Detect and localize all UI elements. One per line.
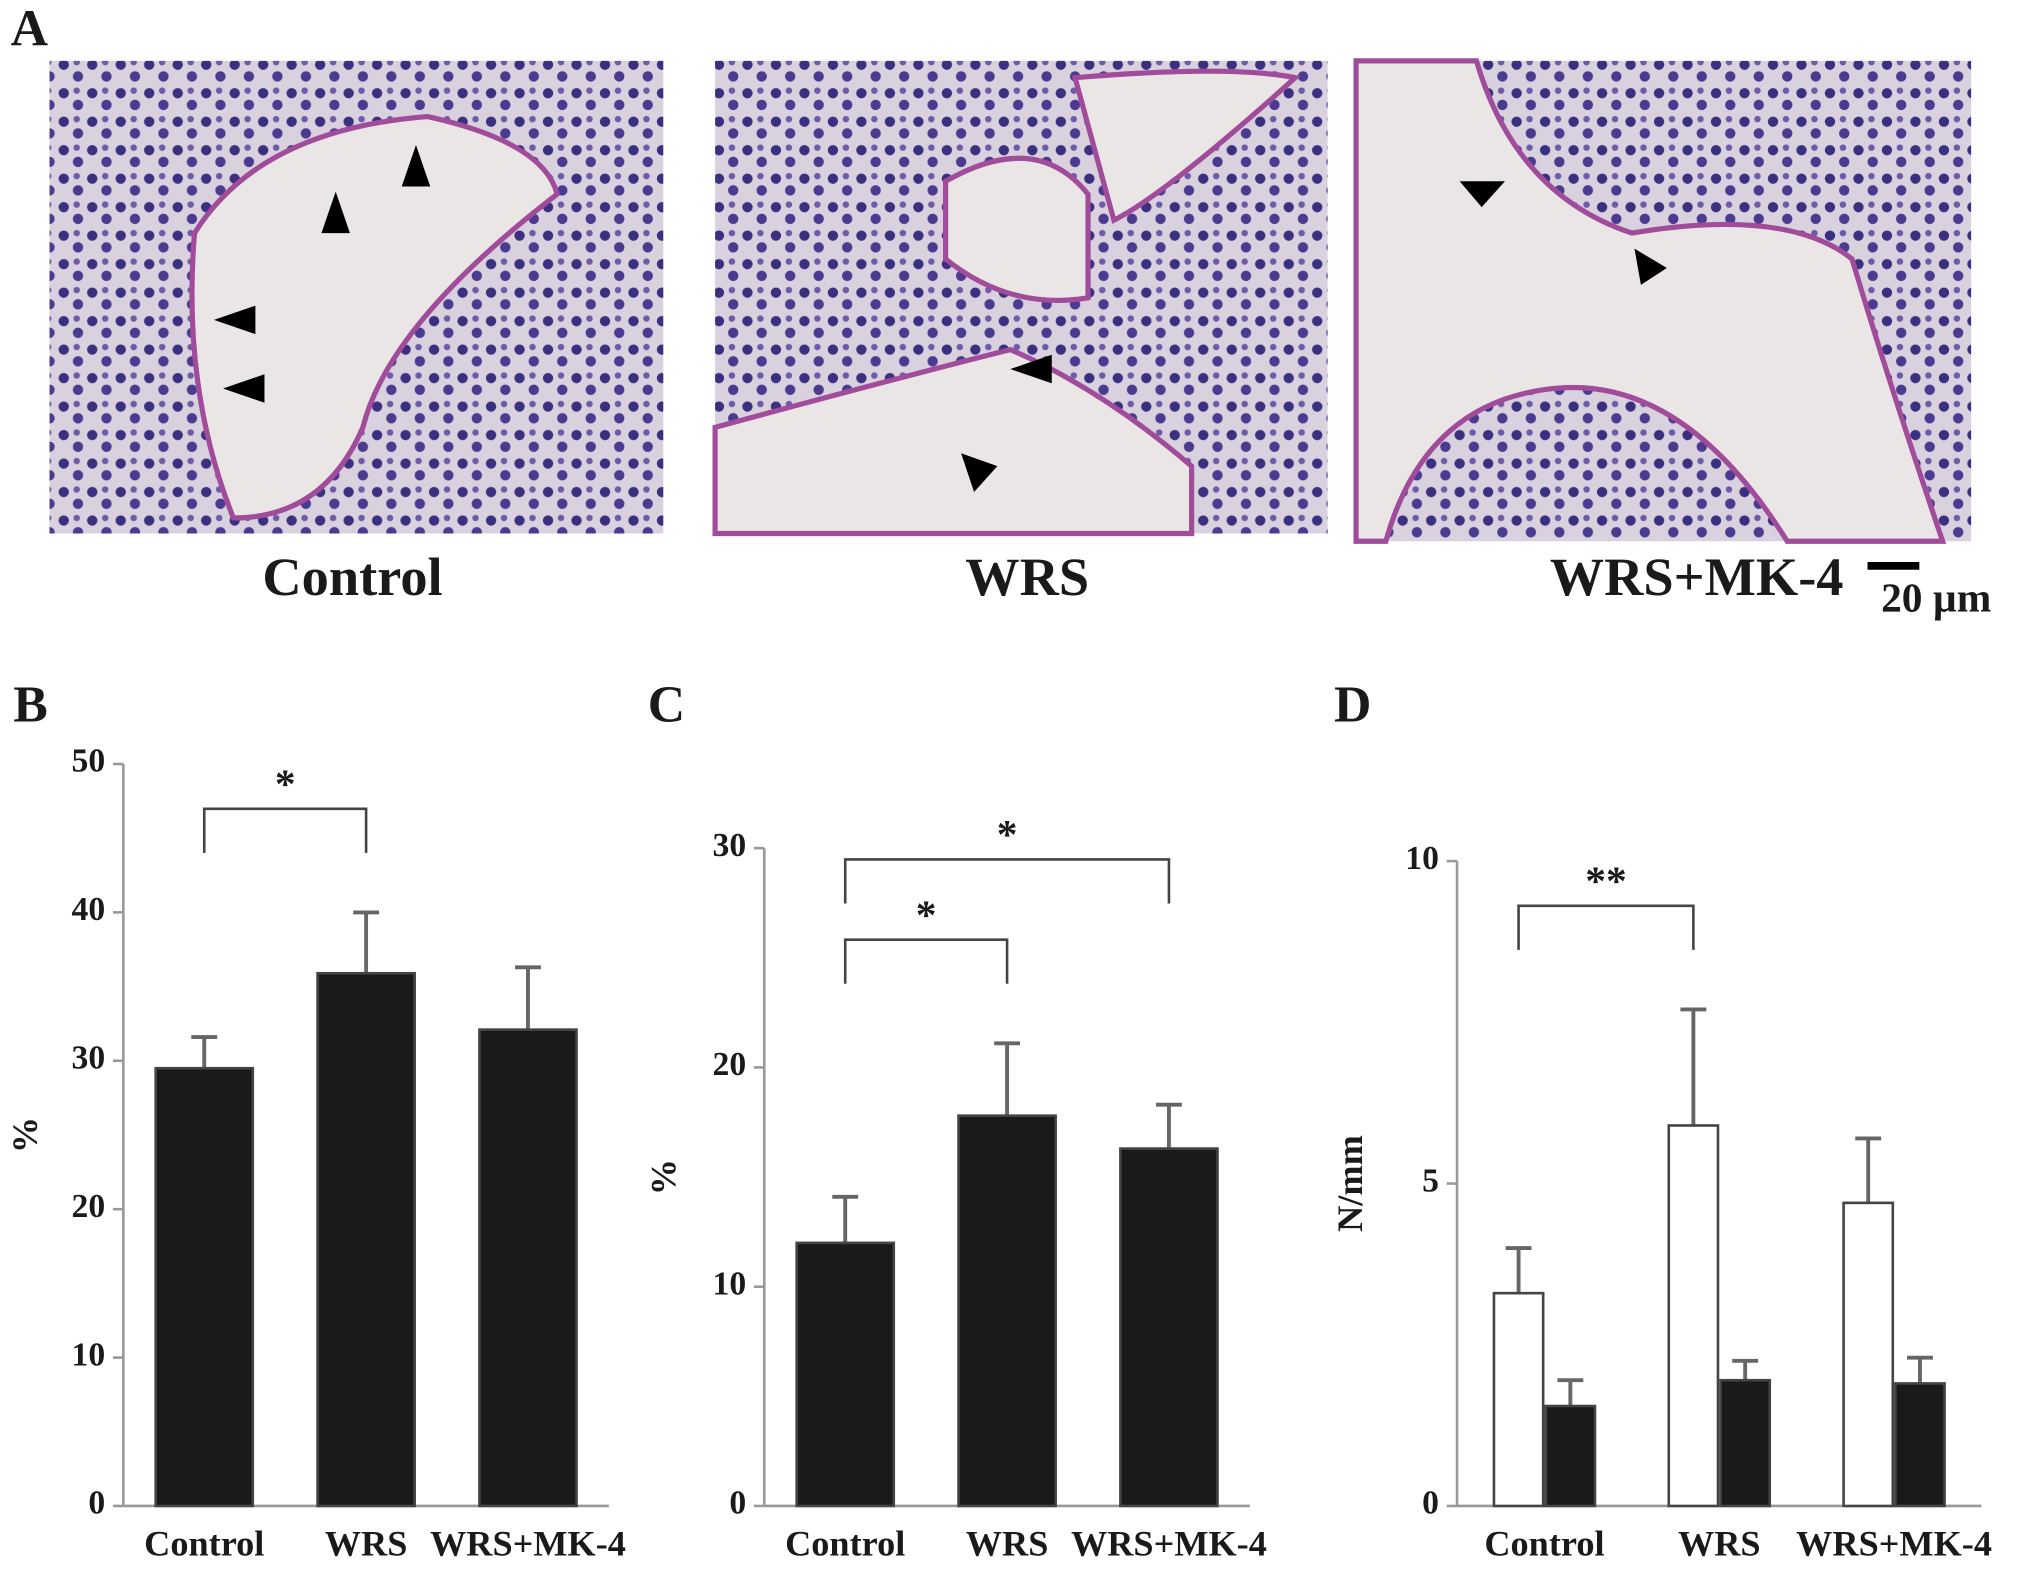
bar bbox=[957, 1114, 1057, 1508]
y-tick-label: 0 bbox=[88, 1485, 105, 1522]
y-axis-label: % bbox=[5, 1117, 45, 1153]
image-label: WRS bbox=[965, 547, 1089, 607]
y-tick-label: 20 bbox=[713, 1046, 747, 1083]
y-tick-label: 10 bbox=[72, 1336, 106, 1373]
bar bbox=[1119, 1147, 1219, 1508]
y-tick-label: 5 bbox=[1422, 1162, 1439, 1199]
micrograph bbox=[712, 60, 1328, 537]
x-tick-label: WRS bbox=[1678, 1524, 1761, 1564]
x-tick-label: Control bbox=[144, 1524, 264, 1564]
significance-label: ** bbox=[1585, 858, 1626, 904]
y-tick-label: 0 bbox=[1422, 1485, 1439, 1522]
significance-bracket bbox=[843, 938, 1009, 984]
y-tick-label: 20 bbox=[72, 1188, 106, 1225]
significance-bracket bbox=[1517, 904, 1695, 950]
arrowheads bbox=[213, 145, 1667, 493]
image-label: Control bbox=[262, 547, 442, 607]
y-tick-label: 40 bbox=[72, 891, 106, 928]
y-tick-label: 30 bbox=[713, 827, 747, 864]
image-label: WRS+MK-4 bbox=[1550, 547, 1844, 607]
bar bbox=[1667, 1124, 1720, 1508]
bar bbox=[478, 1028, 578, 1508]
significance-label: * bbox=[997, 811, 1018, 857]
panel-label: B bbox=[13, 676, 48, 733]
panel-label: D bbox=[1334, 676, 1371, 733]
x-tick-label: WRS+MK-4 bbox=[430, 1524, 626, 1564]
x-tick-label: WRS bbox=[325, 1524, 408, 1564]
bar bbox=[1492, 1291, 1545, 1508]
x-tick-label: WRS bbox=[966, 1524, 1049, 1564]
scale-bar-label: 20 µm bbox=[1881, 575, 1991, 621]
bar bbox=[1842, 1201, 1895, 1508]
x-tick-label: Control bbox=[785, 1524, 905, 1564]
x-tick-label: WRS+MK-4 bbox=[1796, 1524, 1992, 1564]
y-axis-label: N/mm bbox=[1330, 1135, 1370, 1232]
panel-label: A bbox=[11, 1, 49, 58]
y-axis-label: % bbox=[643, 1159, 683, 1195]
y-tick-label: 10 bbox=[1405, 840, 1439, 877]
micrograph bbox=[1353, 58, 1972, 544]
y-tick-label: 50 bbox=[72, 743, 106, 780]
bar bbox=[154, 1066, 255, 1508]
micrograph bbox=[49, 60, 664, 534]
bar bbox=[1719, 1378, 1772, 1508]
bar bbox=[795, 1241, 896, 1508]
y-tick-label: 30 bbox=[72, 1039, 106, 1076]
bar bbox=[1544, 1404, 1597, 1508]
bar bbox=[1894, 1382, 1946, 1508]
x-tick-label: WRS+MK-4 bbox=[1071, 1524, 1267, 1564]
significance-bracket bbox=[843, 858, 1171, 904]
significance-label: * bbox=[275, 761, 296, 807]
significance-bracket bbox=[202, 807, 368, 853]
y-tick-label: 0 bbox=[729, 1485, 746, 1522]
x-tick-label: Control bbox=[1484, 1524, 1604, 1564]
significance-label: * bbox=[916, 892, 937, 938]
y-tick-label: 10 bbox=[713, 1265, 747, 1302]
panel-label: C bbox=[648, 676, 685, 733]
bar bbox=[316, 971, 416, 1508]
